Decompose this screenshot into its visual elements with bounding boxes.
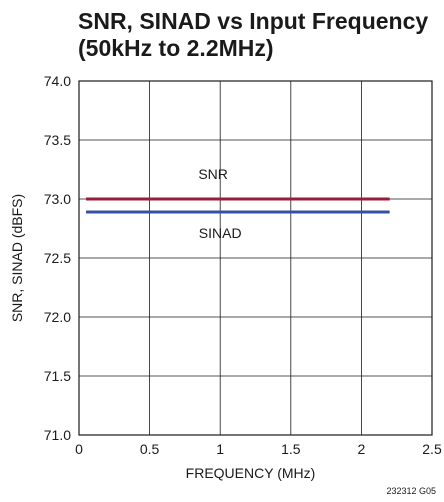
y-tick-label: 72.5: [44, 250, 71, 266]
series-layer: [86, 197, 390, 214]
y-tick-label: 74.0: [44, 73, 71, 89]
y-tick-label: 71.0: [44, 427, 71, 443]
x-tick-label: 0.5: [140, 441, 160, 457]
y-tick-label: 73.0: [44, 191, 71, 207]
x-axis: 0 0.5 1 1.5 2 2.5: [75, 441, 442, 457]
chart-title-line-2: (50kHz to 2.2MHz): [78, 35, 274, 61]
y-axis: 71.0 71.5 72.0 72.5 73.0 73.5 74.0: [44, 73, 71, 443]
series-annotations: SNR SINAD: [198, 166, 241, 241]
x-tick-label: 0: [75, 441, 83, 457]
y-tick-label: 71.5: [44, 368, 71, 384]
series-label-snr: SNR: [198, 166, 228, 182]
chart-title: SNR, SINAD vs Input Frequency (50kHz to …: [78, 8, 428, 62]
y-axis-label: SNR, SINAD (dBFS): [9, 194, 25, 322]
x-tick-label: 2: [358, 441, 366, 457]
y-tick-label: 72.0: [44, 309, 71, 325]
x-tick-label: 1: [216, 441, 224, 457]
x-axis-label: FREQUENCY (MHz): [186, 465, 316, 481]
x-tick-label: 2.5: [422, 441, 442, 457]
chart-title-line-1: SNR, SINAD vs Input Frequency: [78, 8, 429, 34]
x-tick-label: 1.5: [281, 441, 301, 457]
plot-frame: [78, 80, 433, 436]
series-label-sinad: SINAD: [199, 225, 242, 241]
y-tick-label: 73.5: [44, 132, 71, 148]
figure-code: 232312 G05: [386, 486, 436, 496]
